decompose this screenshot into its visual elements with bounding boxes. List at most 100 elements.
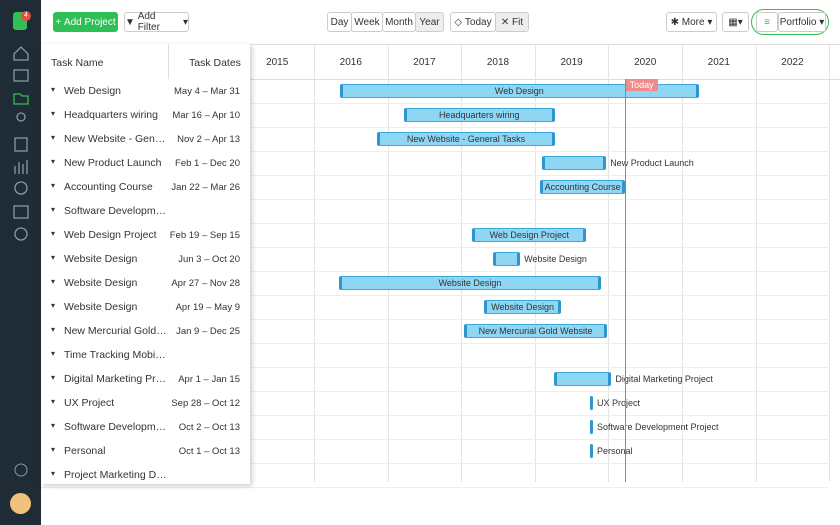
- task-bar[interactable]: [492, 252, 521, 266]
- bar-label: Digital Marketing Project: [615, 374, 713, 384]
- task-dates: Jan 22 – Mar 26: [171, 182, 240, 193]
- row-line: [41, 343, 828, 344]
- task-dates: Nov 2 – Apr 13: [177, 134, 240, 145]
- view-year[interactable]: Year: [415, 12, 444, 32]
- row-line: [41, 127, 828, 128]
- task-dates: Feb 1 – Dec 20: [175, 158, 240, 169]
- task-bar[interactable]: Web Design Project: [472, 228, 587, 242]
- task-name[interactable]: Time Tracking Mobile App: [64, 349, 168, 361]
- add-project-button[interactable]: + Add Project: [53, 12, 118, 32]
- money-icon[interactable]: [14, 137, 28, 152]
- task-name[interactable]: Project Marketing Digital Campaign: [64, 469, 168, 481]
- task-dates: Oct 2 – Oct 13: [178, 422, 240, 433]
- task-dates: Apr 27 – Nov 28: [171, 278, 240, 289]
- task-name[interactable]: Accounting Course: [64, 181, 153, 193]
- calendar-icon[interactable]: [13, 205, 29, 219]
- today-line: [624, 79, 626, 482]
- columns-button[interactable]: ▦▾: [722, 12, 749, 32]
- expand-caret: ▾: [51, 133, 56, 142]
- more-button[interactable]: ✱ More ▾: [666, 12, 717, 32]
- task-name[interactable]: Digital Marketing Project: [64, 373, 168, 385]
- task-bar[interactable]: [590, 444, 593, 458]
- expand-caret: ▾: [51, 277, 56, 286]
- task-name[interactable]: Personal: [64, 445, 106, 457]
- header-line: [41, 79, 840, 80]
- year-label: 2019: [560, 57, 583, 68]
- view-day[interactable]: Day: [327, 12, 352, 32]
- expand-caret: ▾: [51, 229, 56, 238]
- task-bar[interactable]: [553, 372, 612, 386]
- label: More: [681, 16, 705, 28]
- task-dates: Mar 16 – Apr 10: [172, 110, 240, 121]
- row-line: [41, 247, 828, 248]
- task-name[interactable]: New Product Launch: [64, 157, 162, 169]
- avatar[interactable]: [10, 493, 31, 514]
- add-icon[interactable]: [14, 227, 28, 241]
- task-name[interactable]: Website Design: [64, 253, 138, 265]
- task-name[interactable]: New Website - General Tasks: [64, 133, 168, 145]
- task-bar[interactable]: New Mercurial Gold Website: [464, 324, 607, 338]
- add-filter-button[interactable]: ▼ Add Filter ▾: [124, 11, 189, 33]
- chart-icon[interactable]: [14, 160, 28, 174]
- expand-caret: ▾: [51, 181, 56, 190]
- task-bar[interactable]: Web Design: [339, 84, 699, 98]
- label: Portfolio: [779, 16, 817, 28]
- portfolio-highlight: [751, 9, 829, 35]
- label: Add Filter: [137, 11, 160, 33]
- task-name[interactable]: Web Design: [64, 85, 122, 97]
- task-name[interactable]: Website Design: [64, 301, 138, 313]
- grid-line: [314, 44, 315, 482]
- task-dates: Apr 1 – Jan 15: [178, 374, 240, 385]
- task-bar[interactable]: [590, 396, 593, 410]
- row-line: [41, 391, 828, 392]
- row-line: [41, 151, 828, 152]
- year-label: 2016: [339, 57, 362, 68]
- row-line: [41, 439, 828, 440]
- task-bar[interactable]: Headquarters wiring: [403, 108, 555, 122]
- bar-label: New Product Launch: [610, 158, 694, 168]
- expand-caret: ▾: [51, 253, 56, 262]
- task-bar[interactable]: [542, 156, 607, 170]
- task-name[interactable]: Headquarters wiring: [64, 109, 158, 121]
- task-dates: Sep 28 – Oct 12: [171, 398, 240, 409]
- expand-caret: ▾: [51, 85, 56, 94]
- task-dates: Apr 19 – May 9: [175, 302, 240, 313]
- task-bar[interactable]: Website Design: [339, 276, 602, 290]
- clock-icon[interactable]: [14, 181, 28, 195]
- column-header: Task Dates: [189, 57, 241, 69]
- grid-line: [829, 44, 831, 482]
- label: Today: [464, 16, 492, 28]
- year-label: 2017: [413, 57, 436, 68]
- expand-caret: ▾: [51, 373, 56, 382]
- task-bar[interactable]: [590, 420, 593, 434]
- task-dates: Oct 1 – Oct 13: [178, 446, 240, 457]
- task-name[interactable]: New Mercurial Gold Website: [64, 325, 168, 337]
- user-icon[interactable]: [16, 112, 26, 122]
- row-line: [41, 487, 828, 488]
- task-name[interactable]: Software Development Project: [64, 421, 168, 433]
- column-header: Task Name: [51, 57, 104, 69]
- task-name[interactable]: UX Project: [64, 397, 115, 409]
- grid-line: [682, 44, 683, 482]
- task-name[interactable]: Web Design Project: [64, 229, 157, 241]
- task-name[interactable]: Website Design: [64, 277, 138, 289]
- task-bar[interactable]: Accounting Course: [539, 180, 626, 194]
- expand-caret: ▾: [51, 397, 56, 406]
- help-icon[interactable]: [10, 460, 32, 480]
- year-label: 2015: [266, 57, 289, 68]
- expand-caret: ▾: [51, 325, 56, 334]
- task-dates: May 4 – Mar 31: [174, 86, 240, 97]
- bar-label: Software Development Project: [597, 422, 719, 432]
- sidebar: 4: [0, 0, 41, 525]
- task-bar[interactable]: Website Design: [484, 300, 562, 314]
- book-icon[interactable]: [13, 69, 29, 82]
- fit-button[interactable]: ✕ Fit: [495, 12, 529, 32]
- task-name[interactable]: Software Development Course: [64, 205, 168, 217]
- portfolio-button[interactable]: Portfolio ▾: [778, 12, 826, 32]
- home-icon[interactable]: [13, 46, 29, 61]
- grid-line: [461, 44, 463, 482]
- task-bar[interactable]: New Website - General Tasks: [377, 132, 555, 146]
- folder-icon[interactable]: [13, 93, 29, 105]
- portfolio-icon[interactable]: ≡: [756, 12, 778, 32]
